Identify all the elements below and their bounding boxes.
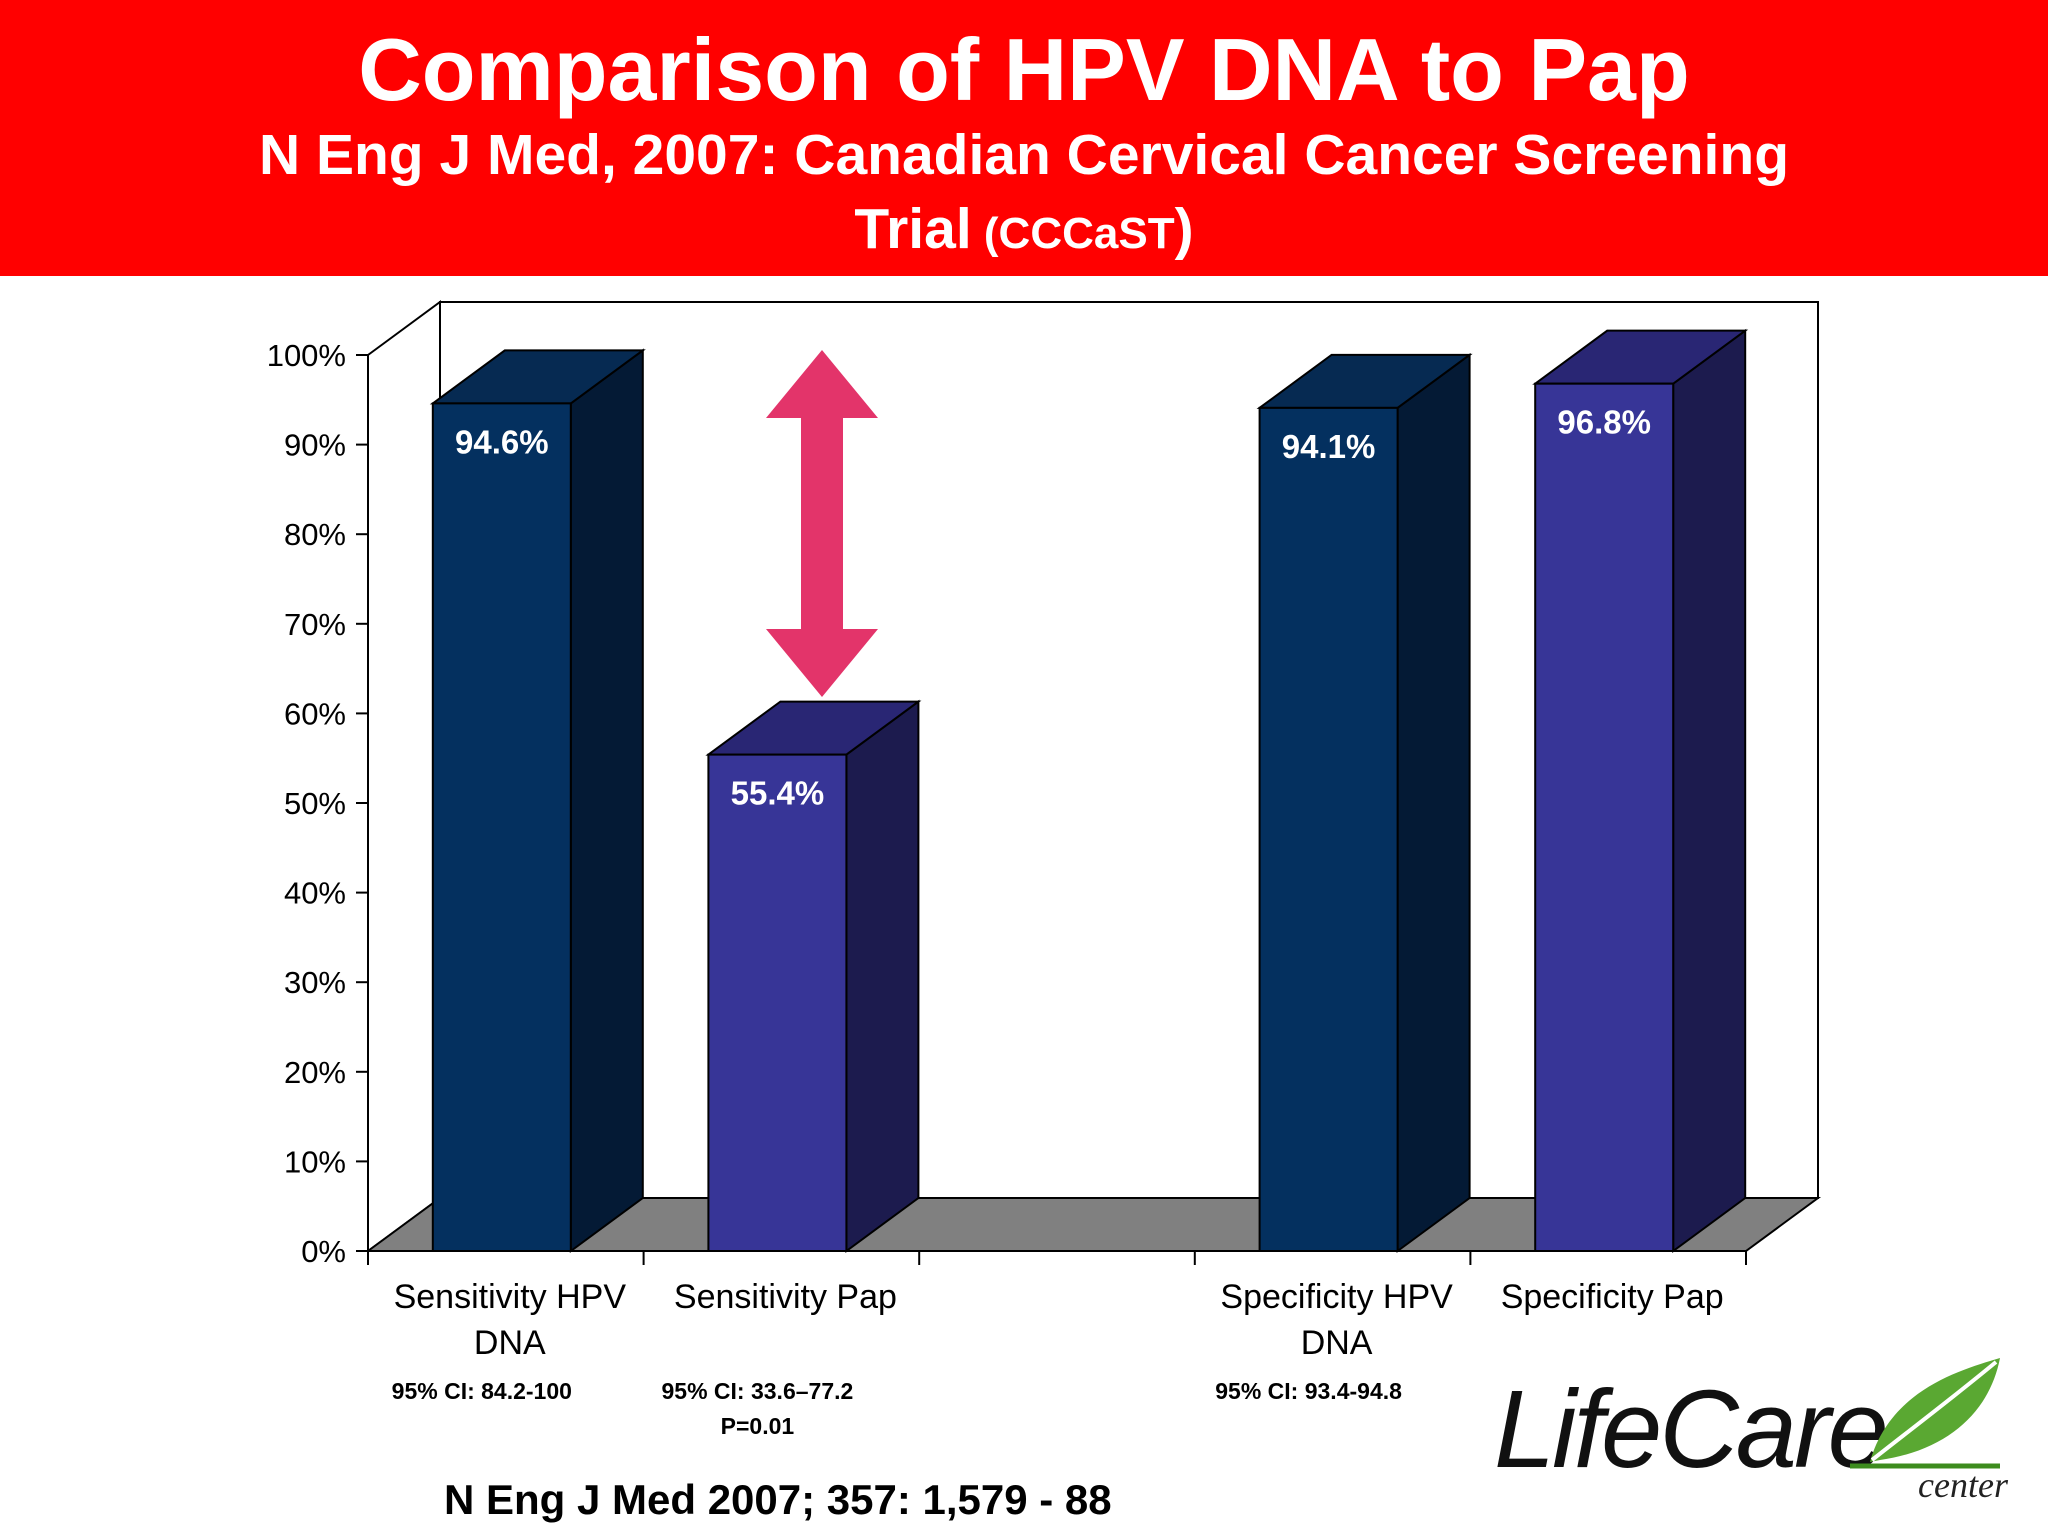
slide-title: Comparison of HPV DNA to Pap <box>358 20 1690 119</box>
bar-chart: 0% 10% 20% 30% 40% 50% 60% 70% 80% 90% 100% 94.6% Se… <box>267 300 1822 1439</box>
logo-subtext: center <box>1918 1465 2008 1505</box>
bar-side <box>1396 352 1471 1253</box>
y-tick-label: 70% <box>284 607 346 642</box>
y-tick-label: 50% <box>284 786 346 821</box>
y-tick-label: 30% <box>284 965 346 1000</box>
subtitle-open-paren: ( <box>971 209 999 258</box>
subtitle-abbreviation: CCCaST <box>998 209 1175 258</box>
citation: N Eng J Med 2007; 357: 1,579 - 88 <box>444 1476 1112 1523</box>
bar-side <box>569 348 644 1253</box>
slide-subtitle: N Eng J Med, 2007: Canadian Cervical Can… <box>140 118 1908 271</box>
subtitle-close-paren: ) <box>1174 197 1194 261</box>
subtitle-line-1: N Eng J Med, 2007: Canadian Cervical Can… <box>258 123 1790 187</box>
bar-face <box>1534 382 1675 1252</box>
bar-4: 96.8% <box>1532 328 1749 1253</box>
bar-face <box>431 402 572 1253</box>
x-category-label: Specificity HPV <box>1220 1278 1453 1316</box>
bar-3: 94.1% <box>1256 352 1473 1253</box>
y-tick-label: 0% <box>301 1234 346 1269</box>
data-label: 55.4% <box>731 775 825 812</box>
title-banner: Comparison of HPV DNA to Pap N Eng J Med… <box>0 0 2048 276</box>
logo-wordmark: LifeCare <box>1494 1368 1889 1491</box>
y-tick-label: 10% <box>284 1144 346 1179</box>
bar-face <box>1258 406 1399 1252</box>
double-arrow-icon <box>766 350 878 697</box>
bar-side <box>1672 328 1747 1253</box>
x-category-label: Sensitivity Pap <box>674 1278 897 1316</box>
y-tick-label: 40% <box>284 876 346 911</box>
bar-side <box>845 699 920 1253</box>
y-tick-label: 100% <box>267 338 346 373</box>
y-tick-label: 90% <box>284 428 346 463</box>
confidence-interval-label: P=0.01 <box>721 1413 795 1439</box>
data-label: 94.6% <box>455 423 549 460</box>
leaf-icon <box>1850 1358 2000 1469</box>
chart-side-wall <box>367 300 441 1253</box>
bar-0: 94.6% <box>429 348 646 1253</box>
data-label: 96.8% <box>1557 404 1651 441</box>
bar-1: 55.4% <box>705 699 922 1253</box>
x-category-label: DNA <box>474 1324 546 1362</box>
y-tick-label: 20% <box>284 1055 346 1090</box>
confidence-interval-label: 95% CI: 93.4-94.8 <box>1215 1378 1402 1404</box>
x-category-label: DNA <box>1301 1324 1373 1362</box>
confidence-interval-label: 95% CI: 84.2-100 <box>392 1378 572 1404</box>
x-category-label: Specificity Pap <box>1501 1278 1724 1316</box>
confidence-interval-label: 95% CI: 33.6–77.2 <box>662 1378 854 1404</box>
data-label: 94.1% <box>1282 428 1376 465</box>
subtitle-line-2: Trial <box>854 197 972 261</box>
lifecare-logo: LifeCare center <box>1490 1350 2030 1530</box>
y-tick-label: 80% <box>284 517 346 552</box>
bar-face <box>707 753 848 1253</box>
x-category-label: Sensitivity HPV <box>394 1278 627 1316</box>
y-tick-label: 60% <box>284 696 346 731</box>
